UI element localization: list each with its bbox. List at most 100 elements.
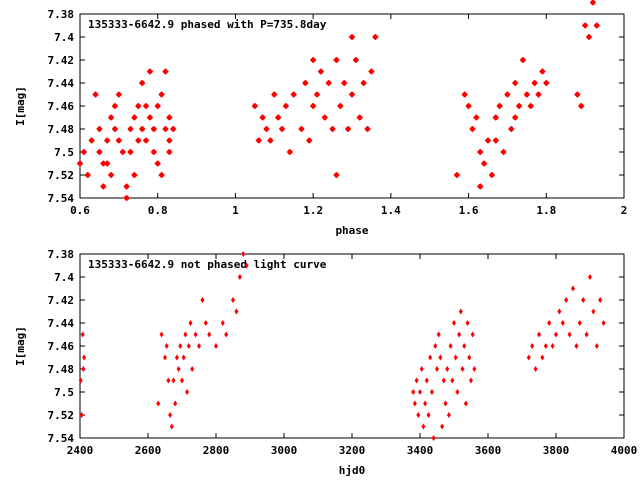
data-point bbox=[436, 331, 441, 338]
data-point bbox=[325, 79, 332, 87]
x-axis-ticks: 0.6 0.8 1 1.2 1.4 1.6 1.8 2 bbox=[70, 14, 627, 217]
x-tick-label: 1.6 bbox=[459, 204, 479, 217]
data-point bbox=[461, 91, 468, 98]
data-point bbox=[166, 114, 173, 121]
data-point bbox=[445, 366, 450, 372]
data-point bbox=[127, 148, 134, 156]
data-point bbox=[533, 366, 538, 372]
data-point bbox=[472, 366, 477, 372]
x-tick-label: 1.4 bbox=[381, 204, 401, 217]
data-point bbox=[168, 412, 173, 418]
data-point bbox=[313, 91, 321, 98]
data-point bbox=[333, 171, 340, 179]
data-point bbox=[550, 343, 555, 349]
data-point bbox=[146, 114, 154, 121]
data-point bbox=[142, 102, 150, 110]
data-point bbox=[115, 137, 123, 144]
data-point bbox=[193, 331, 198, 338]
data-point bbox=[500, 148, 507, 156]
data-point bbox=[588, 274, 592, 280]
data-point bbox=[372, 33, 379, 41]
data-point bbox=[127, 125, 134, 133]
data-point bbox=[80, 148, 88, 156]
data-point bbox=[166, 137, 173, 144]
data-point bbox=[515, 102, 523, 110]
data-point bbox=[577, 320, 582, 326]
data-point bbox=[574, 91, 581, 98]
x-tick-label: 2400 bbox=[67, 444, 94, 457]
data-point bbox=[138, 79, 146, 87]
data-point bbox=[156, 400, 161, 407]
data-points bbox=[78, 251, 606, 441]
y-tick-label: 7.38 bbox=[48, 8, 75, 21]
y-tick-label: 7.46 bbox=[48, 100, 75, 113]
data-point bbox=[171, 377, 176, 384]
y-tick-label: 7.48 bbox=[48, 363, 75, 376]
x-tick-label: 2800 bbox=[203, 444, 230, 457]
data-point bbox=[543, 343, 548, 349]
data-point bbox=[512, 79, 519, 87]
data-point bbox=[356, 114, 363, 121]
data-point bbox=[458, 308, 463, 315]
data-point bbox=[431, 435, 436, 441]
data-point bbox=[564, 297, 569, 303]
data-point bbox=[197, 343, 201, 349]
y-tick-label: 7.52 bbox=[48, 409, 75, 422]
data-point bbox=[519, 56, 527, 64]
data-point bbox=[158, 91, 165, 98]
data-point bbox=[435, 366, 439, 372]
data-point bbox=[333, 56, 340, 64]
data-point bbox=[360, 79, 367, 87]
data-point bbox=[244, 262, 249, 269]
y-tick-label: 7.42 bbox=[48, 294, 75, 307]
data-point bbox=[433, 343, 438, 349]
data-point bbox=[111, 102, 119, 110]
phased-light-curve-panel: 135333-6642.9 phased with P=735.8day pha… bbox=[14, 0, 627, 237]
y-tick-label: 7.44 bbox=[48, 77, 75, 90]
data-point bbox=[460, 366, 465, 372]
y-axis-title: I[mag] bbox=[14, 326, 27, 366]
data-point bbox=[306, 137, 313, 144]
data-point bbox=[123, 194, 130, 202]
data-point bbox=[453, 354, 458, 361]
y-axis-ticks: 7.38 7.4 7.42 7.44 7.46 7.48 7.5 7.52 7.54 bbox=[48, 8, 624, 205]
data-point bbox=[455, 389, 460, 395]
data-point bbox=[163, 354, 167, 361]
data-point bbox=[174, 354, 179, 361]
y-tick-label: 7.42 bbox=[48, 54, 75, 67]
data-point bbox=[81, 366, 86, 372]
y-tick-label: 7.54 bbox=[48, 432, 75, 445]
data-point bbox=[492, 137, 499, 144]
data-point bbox=[416, 412, 421, 418]
data-point bbox=[441, 377, 446, 384]
data-point bbox=[278, 125, 286, 133]
data-point bbox=[344, 125, 352, 133]
data-point bbox=[473, 114, 480, 121]
data-point bbox=[231, 297, 235, 303]
data-point bbox=[158, 171, 165, 179]
data-point bbox=[220, 320, 225, 326]
data-point bbox=[164, 343, 169, 349]
data-point bbox=[92, 91, 99, 98]
data-point bbox=[581, 22, 589, 29]
x-tick-label: 0.8 bbox=[148, 204, 168, 217]
data-point bbox=[598, 297, 603, 303]
y-tick-label: 7.52 bbox=[48, 169, 75, 182]
data-point bbox=[135, 137, 142, 144]
y-axis-ticks: 7.38 7.4 7.42 7.44 7.46 7.48 7.5 7.52 7.54 bbox=[48, 248, 624, 445]
data-point bbox=[567, 331, 572, 338]
data-point bbox=[146, 68, 154, 75]
unphased-light-curve-panel: 135333-6642.9 not phased light curve hjd… bbox=[14, 248, 637, 477]
data-point bbox=[237, 274, 242, 280]
x-tick-label: 2600 bbox=[135, 444, 162, 457]
data-point bbox=[452, 320, 456, 326]
data-points bbox=[76, 0, 600, 202]
data-point bbox=[477, 148, 484, 156]
x-tick-label: 3400 bbox=[407, 444, 434, 457]
data-point bbox=[274, 114, 282, 121]
data-point bbox=[535, 91, 542, 98]
data-point bbox=[142, 137, 150, 144]
data-point bbox=[154, 102, 161, 110]
data-point bbox=[426, 412, 431, 418]
